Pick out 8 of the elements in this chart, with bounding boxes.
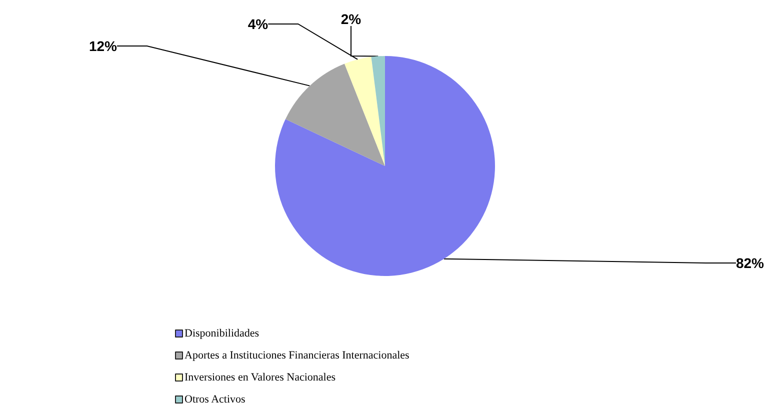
data-label: 2%: [340, 11, 362, 27]
data-label: 82%: [736, 255, 765, 271]
data-label: 12%: [88, 38, 118, 54]
legend-label: Disponibilidades: [184, 328, 260, 340]
legend-label: Inversiones en Valores Nacionales: [184, 372, 336, 384]
legend-label: Aportes a Instituciones Financieras Internacionales: [184, 350, 410, 362]
data-label: 4%: [248, 16, 269, 32]
legend-label: Otros Activos: [184, 394, 246, 406]
